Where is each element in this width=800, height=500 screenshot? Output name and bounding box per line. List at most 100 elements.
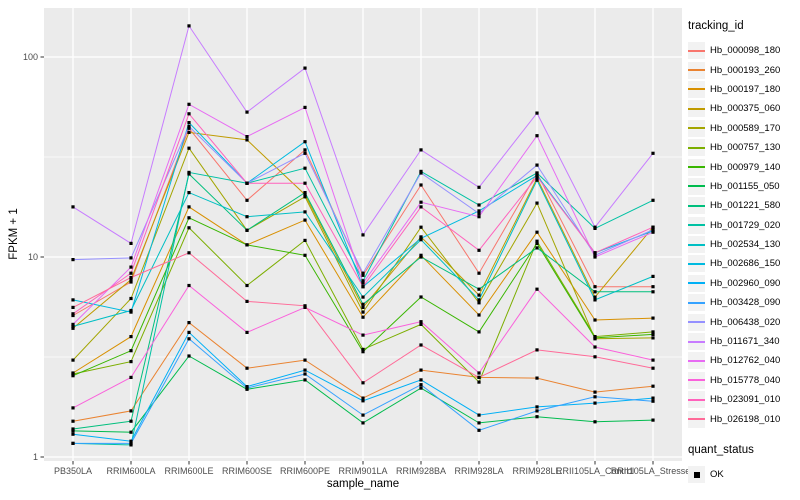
- data-point: [361, 302, 365, 306]
- data-point: [419, 322, 423, 326]
- legend-item-label: Hb_002686_150: [710, 258, 781, 270]
- data-point: [361, 399, 365, 403]
- data-point: [71, 322, 75, 326]
- data-point: [71, 427, 75, 431]
- data-point: [477, 271, 481, 275]
- data-point: [477, 211, 481, 216]
- legend-key-line-icon: [688, 139, 705, 157]
- data-point: [187, 330, 191, 334]
- data-point: [651, 151, 655, 155]
- legend-key-line-icon: [688, 80, 705, 98]
- x-axis-title: sample_name: [326, 478, 400, 490]
- x-tick-label: RRIM600LE: [164, 466, 214, 476]
- legend-item: Hb_001221_580: [688, 196, 800, 215]
- data-point: [303, 238, 307, 242]
- x-tick-label: RRIM928BA: [395, 466, 447, 476]
- data-point: [303, 372, 307, 376]
- data-point: [535, 287, 539, 291]
- data-point: [71, 298, 75, 302]
- data-point: [71, 324, 75, 328]
- legend-item-label: Hb_000979_140: [710, 161, 781, 173]
- legend-key-line-icon: [688, 158, 705, 176]
- legend-key-line-icon: [688, 216, 705, 234]
- data-point: [361, 285, 365, 289]
- data-point: [129, 335, 133, 339]
- data-point: [593, 336, 597, 340]
- data-point: [303, 166, 307, 170]
- data-point: [651, 366, 655, 370]
- data-point: [129, 360, 133, 364]
- data-point: [245, 330, 249, 334]
- legend-item: Hb_026198_010: [688, 409, 800, 428]
- data-point: [129, 419, 133, 423]
- data-point: [187, 216, 191, 220]
- data-point: [593, 390, 597, 394]
- data-point: [419, 295, 423, 299]
- data-point: [187, 102, 191, 106]
- data-point: [71, 205, 75, 209]
- data-point: [419, 183, 423, 187]
- data-point: [419, 386, 423, 390]
- data-point: [593, 298, 597, 302]
- data-point: [303, 148, 307, 152]
- data-point: [245, 228, 249, 232]
- data-point: [303, 191, 307, 195]
- data-point: [129, 441, 133, 445]
- x-tick-label: RRII105LA_Control: [555, 466, 635, 476]
- legend-item: Hb_002534_130: [688, 235, 800, 254]
- data-point: [187, 24, 191, 28]
- data-point: [535, 230, 539, 234]
- data-point: [71, 312, 75, 316]
- legend-item-label: Hb_002534_130: [710, 239, 781, 251]
- legend-item: Hb_000098_180: [688, 41, 800, 60]
- legend-key-line-icon: [688, 177, 705, 195]
- legend-item: Hb_023091_010: [688, 390, 800, 409]
- data-point: [303, 151, 307, 155]
- legend-key-line-icon: [688, 313, 705, 331]
- data-point: [303, 105, 307, 109]
- legend-item-label: Hb_001155_050: [710, 180, 780, 192]
- data-point: [651, 274, 655, 278]
- data-point: [477, 209, 481, 213]
- data-point: [651, 358, 655, 362]
- data-point: [535, 409, 539, 413]
- data-point: [361, 413, 365, 417]
- data-point: [593, 253, 597, 257]
- legend-item: Hb_015778_040: [688, 371, 800, 390]
- legend-item: Hb_000197_180: [688, 80, 800, 99]
- data-point: [129, 375, 133, 379]
- x-tick-label: RRII105LA_Stressed: [610, 466, 696, 476]
- data-point: [303, 193, 307, 197]
- data-point: [71, 406, 75, 410]
- data-point: [187, 283, 191, 288]
- legend: tracking_id Hb_000098_180 Hb_000193_260 Hb…: [688, 20, 800, 484]
- data-point: [303, 210, 307, 214]
- data-point: [361, 295, 365, 299]
- legend-item-label: Hb_000098_180: [710, 45, 781, 57]
- data-point: [303, 181, 307, 185]
- data-point: [419, 253, 423, 257]
- data-point: [361, 347, 365, 351]
- legend-item: Hb_000375_060: [688, 99, 800, 118]
- data-point: [419, 320, 423, 324]
- data-point: [651, 399, 655, 403]
- legend-item-label: Hb_026198_010: [710, 413, 781, 425]
- legend-item: Hb_012762_040: [688, 351, 800, 370]
- data-point: [303, 253, 307, 257]
- data-point: [187, 226, 191, 230]
- data-point: [129, 278, 133, 282]
- legend-item-quant-ok: OK: [688, 465, 800, 484]
- data-point: [245, 243, 249, 247]
- legend-item-label: OK: [710, 469, 724, 480]
- data-point: [593, 285, 597, 289]
- data-point: [187, 337, 191, 341]
- data-point: [535, 134, 539, 138]
- data-point: [303, 66, 307, 70]
- data-point: [71, 419, 75, 423]
- data-point: [477, 330, 481, 334]
- data-point: [477, 313, 481, 317]
- legend-key-line-icon: [688, 371, 705, 389]
- data-point: [303, 368, 307, 372]
- data-point: [71, 429, 75, 433]
